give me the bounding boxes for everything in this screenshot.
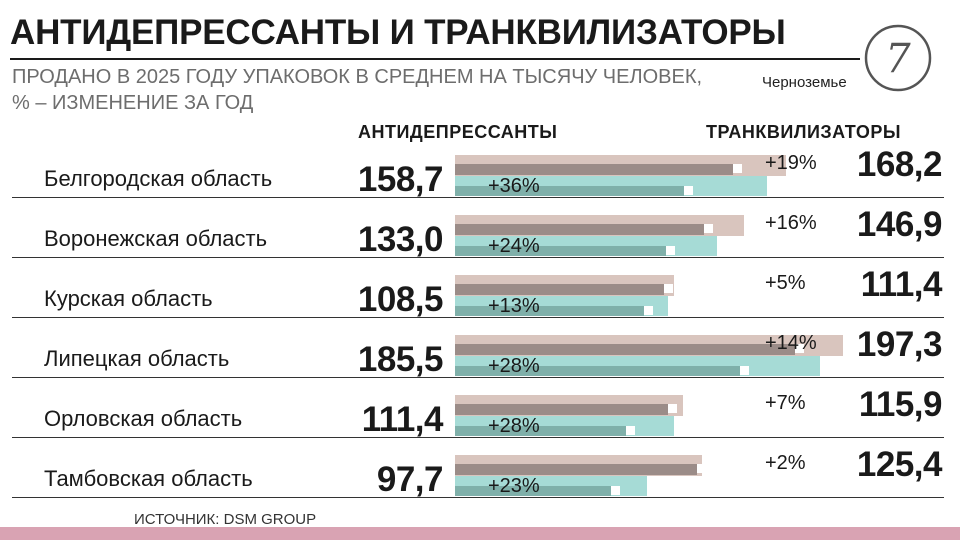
tranquilizers-prev-bar	[455, 404, 668, 415]
antidepressants-value-label: 158,7	[357, 160, 444, 199]
antidepressants-prev-marker	[739, 366, 749, 375]
antidepressants-value-label: 111,4	[361, 400, 444, 439]
antidepressants-prev-marker	[684, 186, 694, 195]
column-header-tranquilizers: ТРАНКВИЛИЗАТОРЫ	[706, 122, 901, 142]
row-separator	[12, 257, 944, 258]
antidepressants-prev-bar	[455, 186, 685, 196]
row-separator	[12, 437, 944, 438]
tranquilizers-prev-bar	[455, 464, 697, 475]
tranquilizers-change-label: +19%	[765, 152, 817, 174]
row-separator	[12, 377, 944, 378]
antidepressants-prev-marker	[626, 426, 636, 435]
antidepressants-change-label: +36%	[488, 175, 540, 197]
subtitle-line-2: % – ИЗМЕНЕНИЕ ЗА ГОД	[12, 92, 254, 114]
logo-glyph: 7	[885, 36, 911, 82]
antidepressants-change-label: +28%	[488, 355, 540, 377]
antidepressants-change-label: +28%	[488, 415, 540, 437]
footer-band	[0, 527, 960, 540]
tranquilizers-prev-bar	[455, 224, 705, 235]
tranquilizers-change-label: +2%	[765, 452, 806, 474]
antidepressants-value-label: 185,5	[357, 340, 444, 379]
tranquilizers-value-label: 115,9	[858, 385, 943, 424]
region-label: Орловская область	[44, 406, 243, 431]
tranquilizers-change-label: +16%	[765, 212, 817, 234]
column-header-antidepressants: АНТИДЕПРЕССАНТЫ	[358, 122, 558, 142]
antidepressants-change-label: +13%	[488, 295, 540, 317]
tranquilizers-prev-bar	[455, 164, 733, 175]
antidepressants-prev-bar	[455, 246, 666, 256]
tranquilizers-change-label: +5%	[765, 272, 806, 294]
chart-title: АНТИДЕПРЕССАНТЫ И ТРАНКВИЛИЗАТОРЫ	[10, 13, 786, 52]
antidepressants-value-label: 133,0	[357, 220, 444, 259]
title-rule	[10, 58, 860, 60]
tranquilizers-prev-bar	[455, 284, 664, 295]
antidepressants-value-label: 97,7	[376, 460, 444, 499]
row-separator	[12, 197, 944, 198]
antidepressants-prev-marker	[643, 306, 653, 315]
antidepressants-prev-bar	[455, 486, 612, 496]
tranquilizers-prev-marker	[668, 404, 677, 413]
source-note: ИСТОЧНИК: DSM GROUP	[134, 511, 317, 528]
antidepressants-prev-bar	[455, 366, 740, 376]
tranquilizers-change-label: +7%	[765, 392, 806, 414]
row-separator	[12, 317, 944, 318]
region-label: Липецкая область	[44, 346, 230, 371]
region-label: Воронежская область	[44, 226, 268, 251]
antidepressants-prev-bar	[455, 306, 644, 316]
row-separator	[12, 497, 944, 498]
antidepressants-prev-bar	[455, 426, 627, 436]
tranquilizers-value-label: 125,4	[856, 445, 943, 484]
tranquilizers-prev-marker	[732, 164, 742, 173]
tranquilizers-value-label: 197,3	[856, 325, 943, 364]
antidepressants-change-label: +23%	[488, 475, 540, 497]
chart-subtitle: ПРОДАНО В 2025 ГОДУ УПАКОВОК В СРЕДНЕМ Н…	[12, 64, 712, 116]
antidepressants-prev-marker	[611, 486, 621, 495]
region-label: Белгородская область	[44, 166, 273, 191]
tranquilizers-value-label: 168,2	[856, 145, 943, 184]
tranquilizers-prev-marker	[704, 224, 714, 233]
antidepressants-prev-marker	[665, 246, 675, 255]
antidepressants-change-label: +24%	[488, 235, 540, 257]
tranquilizers-value-label: 111,4	[860, 265, 943, 304]
tranquilizers-value-label: 146,9	[856, 205, 943, 244]
tranquilizers-prev-marker	[696, 464, 706, 473]
tranquilizers-prev-marker	[795, 344, 805, 353]
brand-name: Черноземье	[762, 74, 847, 91]
logo-icon: 7	[864, 24, 932, 92]
antidepressants-value-label: 108,5	[357, 280, 444, 319]
tranquilizers-prev-marker	[663, 284, 673, 293]
tranquilizers-change-label: +14%	[765, 332, 817, 354]
region-label: Курская область	[44, 286, 213, 311]
subtitle-line-1: ПРОДАНО В 2025 ГОДУ УПАКОВОК В СРЕДНЕМ Н…	[12, 66, 703, 88]
region-label: Тамбовская область	[44, 466, 253, 491]
tranquilizers-prev-bar	[455, 344, 796, 355]
